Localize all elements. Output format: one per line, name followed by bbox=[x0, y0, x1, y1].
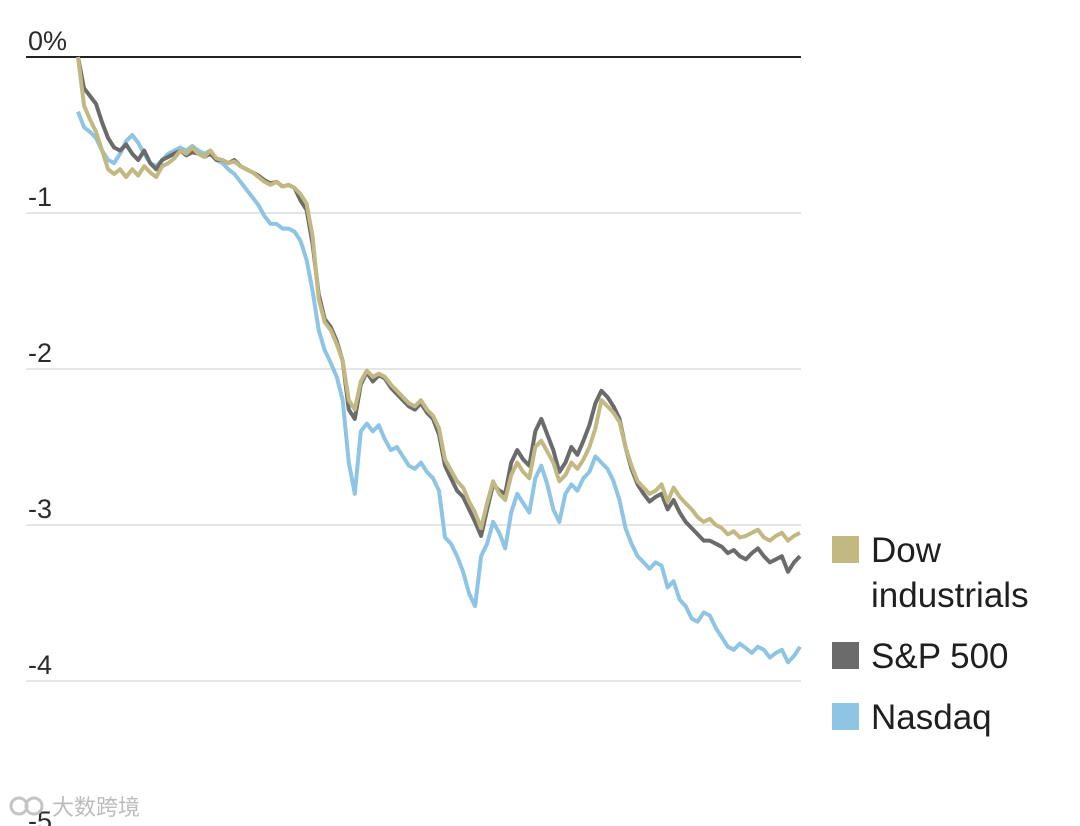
watermark: 大数跨境 bbox=[8, 790, 140, 822]
y-tick-label: -5 bbox=[28, 806, 52, 826]
legend-label-sp500: S&P 500 bbox=[871, 637, 1009, 676]
legend-swatch-nasdaq bbox=[832, 703, 859, 730]
legend-label-dow: Dow industrials bbox=[871, 531, 1029, 615]
series-line-nasdaq bbox=[76, 110, 802, 665]
y-tick-label: 0% bbox=[28, 26, 67, 56]
watermark-text: 大数跨境 bbox=[52, 795, 141, 820]
y-tick-label: -2 bbox=[28, 338, 52, 368]
legend-item-nasdaq: Nasdaq bbox=[832, 695, 1072, 740]
legend: Dow industrials S&P 500 Nasdaq bbox=[832, 528, 1072, 756]
legend-swatch-sp500 bbox=[832, 642, 859, 669]
y-axis-ticks: 0% -1 -2 -3 -4 -5 bbox=[28, 26, 67, 826]
series-line-dow-industrials bbox=[76, 56, 801, 543]
watermark-logo-icon bbox=[9, 796, 44, 816]
legend-swatch-dow bbox=[832, 536, 859, 563]
series-lines bbox=[76, 56, 802, 665]
y-tick-label: -4 bbox=[28, 650, 52, 680]
legend-item-dow: Dow industrials bbox=[832, 528, 1072, 618]
gridlines bbox=[26, 56, 801, 682]
y-tick-label: -1 bbox=[28, 182, 52, 212]
y-tick-label: -3 bbox=[28, 494, 52, 524]
legend-item-sp500: S&P 500 bbox=[832, 634, 1072, 679]
legend-label-nasdaq: Nasdaq bbox=[871, 698, 992, 737]
